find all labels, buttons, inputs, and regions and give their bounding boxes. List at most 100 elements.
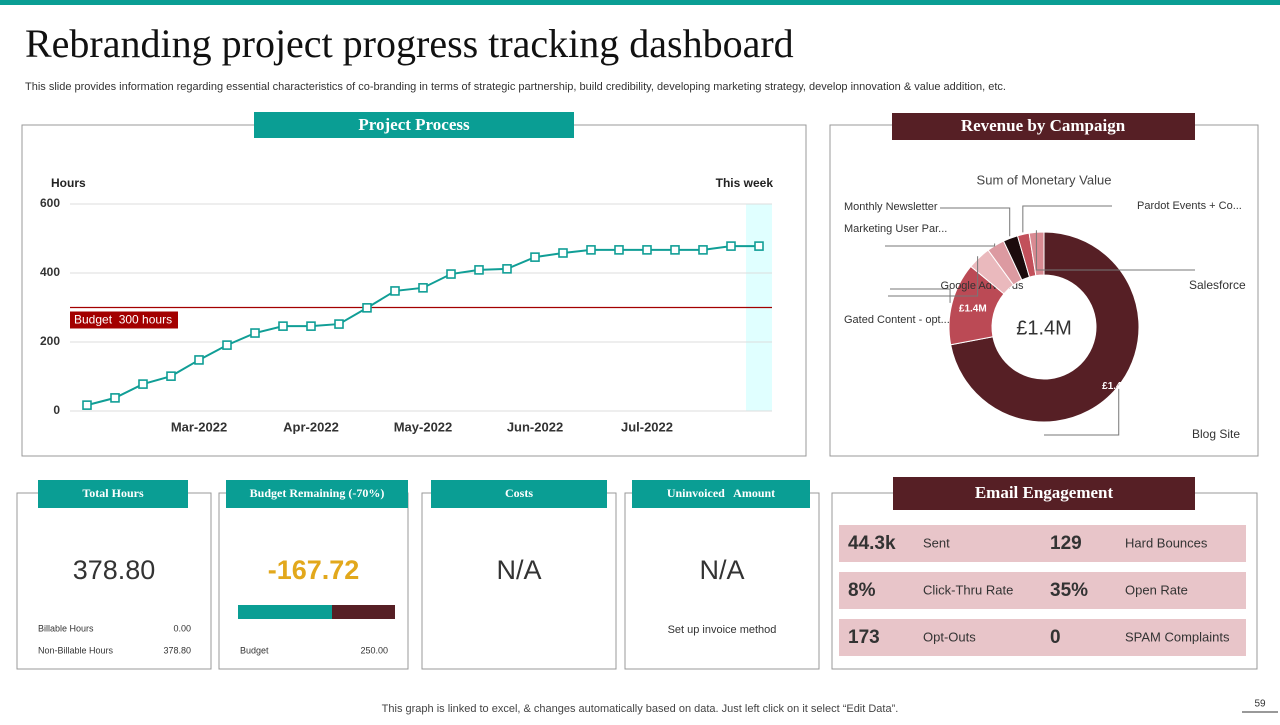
donut-slice [950,231,1140,423]
email-cell: Opt-Outs [923,629,976,644]
panel-title: Project Process [358,115,470,134]
email-cell: Click-Thru Rate [923,582,1013,597]
email-cell: Sent [923,535,950,550]
panel-header [893,477,1195,510]
leader-line [940,207,1011,237]
slice-label: Gated Content - opt... [844,314,950,326]
slice-label: Monthly Newsletter [844,201,938,213]
budget-bar-used [238,605,332,619]
footer-note: This graph is linked to excel, & changes… [382,703,899,715]
panel-title: Email Engagement [975,483,1114,502]
x-tick-label: May-2022 [394,419,453,434]
marker [474,265,484,275]
panel-title: Revenue by Campaign [961,116,1126,135]
email-cell: Open Rate [1125,582,1188,597]
email-cell: 44.3k [848,533,896,554]
leader-line [1044,388,1120,436]
marker [418,283,428,293]
x-tick-label: Jul-2022 [621,419,673,434]
marker [250,328,260,338]
marker [558,248,568,258]
x-tick-label: Apr-2022 [283,419,339,434]
kpi-value: -167.72 [268,555,360,585]
marker [110,393,120,403]
title: Rebranding project progress tracking das… [25,21,794,66]
leader-line [890,288,951,303]
marker [642,245,652,255]
subtitle: This slide provides information regardin… [25,81,1006,93]
email-cell: Hard Bounces [1125,535,1208,550]
panel [21,124,807,457]
y-tick-label: 600 [40,196,60,210]
kpi-row-value: 250.00 [360,645,388,655]
slice-label: Pardot Events + Co... [1137,200,1242,212]
kpi-value: N/A [496,555,541,585]
center-label: £1.4M [1016,317,1072,339]
panel-header [254,112,574,138]
kpi-note: Set up invoice method [668,624,777,636]
page-number: 59 [1254,699,1266,710]
slice-label: Blog Site [1192,427,1240,441]
kpi-row-value: 378.80 [163,645,191,655]
email-row [839,619,1246,656]
leader-line [1035,230,1195,271]
slice-label: Salesforce [1189,278,1246,292]
kpi-value: 378.80 [73,555,156,585]
budget-bar-rest [332,605,395,619]
y-tick-label: 0 [53,403,60,417]
reference-label-box [70,311,178,329]
marker [530,252,540,262]
kpi-title: Budget Remaining (-70%) [250,486,385,500]
marker [754,241,764,251]
kpi-header [226,480,408,508]
annotation: This week [716,176,774,190]
email-row [839,525,1246,562]
leader-line [1022,205,1112,233]
y-axis-label: Hours [51,176,86,190]
kpi-value: N/A [699,555,744,585]
top-bar [0,0,1280,5]
slice-label: Marketing User Par... [844,223,947,235]
marker [390,286,400,296]
marker [670,245,680,255]
x-tick-label: Jun-2022 [507,419,563,434]
marker [502,264,512,274]
email-cell: 35% [1050,580,1088,601]
kpi-row-label: Non-Billable Hours [38,645,114,655]
kpi-title: Total Hours [82,486,144,500]
marker [278,321,288,331]
y-tick-label: 400 [40,265,60,279]
email-cell: 8% [848,580,876,601]
y-tick-label: 200 [40,334,60,348]
kpi-header [431,480,607,508]
panel-header [892,113,1195,140]
kpi-title: Costs [505,486,533,500]
marker [334,319,344,329]
marker [446,269,456,279]
marker [586,245,596,255]
marker [726,241,736,251]
email-cell: 173 [848,627,880,648]
slice-annotation: £1.4M [1102,381,1130,392]
kpi-header [38,480,188,508]
kpi-row-value: 0.00 [173,623,191,633]
email-cell: 129 [1050,533,1082,554]
kpi-row-label: Budget [240,645,269,655]
kpi-row-label: Billable Hours [38,623,94,633]
marker [306,321,316,331]
email-cell: 0 [1050,627,1061,648]
kpi-header [632,480,810,508]
marker [194,355,204,365]
kpi-title: Uninvoiced Amount [667,486,775,500]
chart-subtitle: Sum of Monetary Value [977,172,1112,187]
marker [698,245,708,255]
marker [138,379,148,389]
x-tick-label: Mar-2022 [171,419,227,434]
marker [166,371,176,381]
marker [222,340,232,350]
reference-label: Budget 300 hours [74,313,172,327]
marker [362,303,372,313]
email-row [839,572,1246,609]
